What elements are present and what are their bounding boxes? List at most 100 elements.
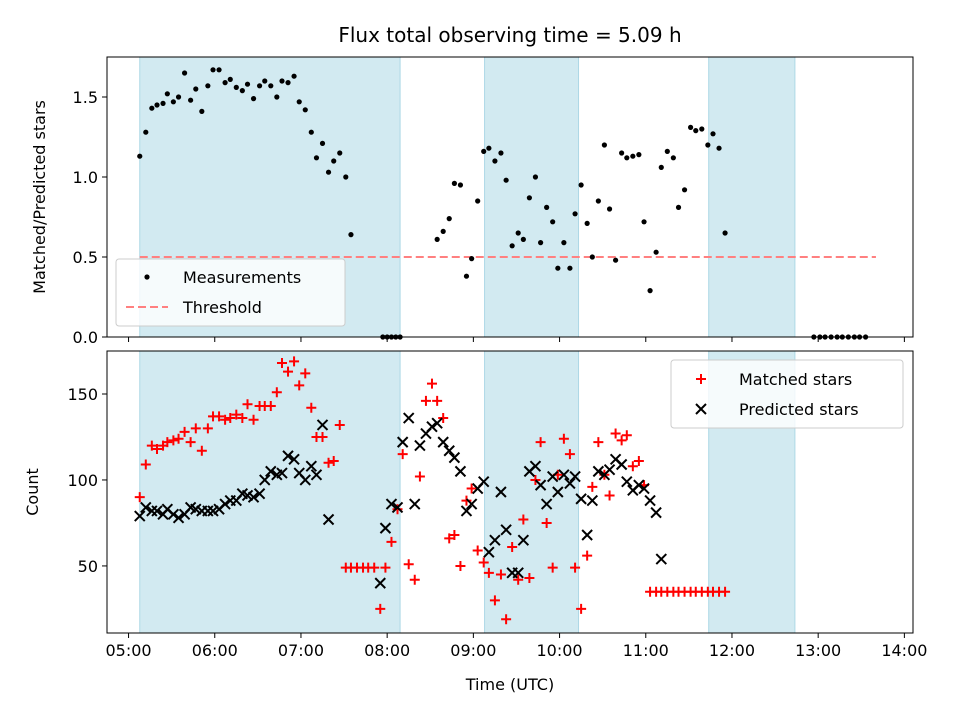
predicted-star-point <box>638 482 650 495</box>
predicted-star-point <box>172 512 185 524</box>
measurement-point <box>544 204 550 210</box>
measurement-point <box>705 142 711 148</box>
measurement-point <box>164 91 170 97</box>
matched-star-point <box>558 433 569 444</box>
predicted-star-point <box>483 546 495 558</box>
matched-star-point <box>466 483 477 494</box>
predicted-star-point <box>409 498 421 510</box>
predicted-star-point <box>247 491 260 503</box>
predicted-star-point <box>146 505 158 517</box>
measurement-point <box>331 158 337 164</box>
predicted-star-point <box>167 508 180 521</box>
bottom-y-axis: 50 100 150 <box>67 385 107 576</box>
predicted-star-point <box>219 498 231 510</box>
predicted-star-point <box>460 505 473 517</box>
predicted-star-point <box>465 498 478 510</box>
matched-star-point <box>173 433 184 444</box>
measurement-point <box>193 86 199 92</box>
x-tick-label: 06:00 <box>192 641 238 660</box>
measurement-point <box>658 164 664 170</box>
observing-interval-shade <box>139 350 401 634</box>
measurement-point <box>440 228 446 234</box>
predicted-star-point <box>633 479 645 491</box>
matched-star-point <box>444 533 455 544</box>
x-tick-label: 13:00 <box>795 641 841 660</box>
matched-star-point <box>616 435 627 446</box>
matched-star-point <box>524 572 535 583</box>
y-tick-label: 0.0 <box>73 328 98 347</box>
bottom-legend: Matched stars Predicted stars <box>670 359 904 429</box>
matched-star-point <box>306 402 317 413</box>
matched-star-point <box>420 395 431 406</box>
measurement-point <box>567 265 573 271</box>
matched-star-point <box>489 595 500 606</box>
matched-star-point <box>225 413 236 424</box>
matched-star-point <box>478 557 489 568</box>
chart-title: Flux total observing time = 5.09 h <box>338 23 681 47</box>
predicted-star-point <box>403 412 415 424</box>
matched-star-point <box>432 395 443 406</box>
measurement-point <box>538 240 544 246</box>
predicted-star-point <box>552 486 564 498</box>
predicted-star-point <box>282 450 294 462</box>
predicted-star-point <box>529 460 542 472</box>
predicted-star-point <box>592 465 605 478</box>
predicted-star-point <box>151 505 163 517</box>
predicted-star-point <box>650 506 662 519</box>
measurement-point <box>503 177 509 183</box>
matched-star-point <box>334 419 345 430</box>
matched-star-point <box>271 387 282 398</box>
matched-star-point <box>294 380 305 391</box>
bottom-y-axis-label: Count <box>23 468 42 516</box>
bottom-points <box>134 356 731 625</box>
matched-star-point <box>518 514 529 525</box>
measurement-point <box>463 273 470 279</box>
matched-star-point <box>323 457 334 468</box>
predicted-star-point <box>310 469 323 481</box>
matched-star-point <box>369 562 380 573</box>
measurement-point <box>319 140 326 146</box>
predicted-star-point <box>414 439 426 452</box>
measurement-point <box>337 150 343 156</box>
matched-star-point <box>438 413 449 424</box>
matched-star-point <box>140 459 151 470</box>
predicted-star-point <box>374 577 386 589</box>
predicted-star-point <box>586 494 599 507</box>
measurement-point <box>601 142 607 148</box>
measurement-point <box>244 81 251 87</box>
measurement-point <box>716 145 722 151</box>
measurement-point <box>274 94 280 100</box>
measurement-point <box>475 198 481 204</box>
measurement-point <box>561 240 567 246</box>
measurement-point <box>285 80 291 86</box>
predicted-star-point <box>305 460 318 472</box>
predicted-star-point <box>426 420 438 433</box>
measurement-point <box>199 108 205 114</box>
measurement-point <box>681 187 688 193</box>
matched-star-point <box>455 560 466 571</box>
measurement-point <box>313 155 320 161</box>
matched-star-point <box>146 440 157 451</box>
measurement-point <box>526 195 532 201</box>
matched-star-point <box>627 461 638 472</box>
predicted-star-point <box>615 458 628 471</box>
matched-star-point <box>168 435 179 446</box>
measurement-point <box>699 126 705 132</box>
legend-box <box>115 258 346 327</box>
measurement-point <box>154 102 160 108</box>
measurement-point <box>498 150 504 156</box>
predicted-star-point <box>379 522 392 534</box>
predicted-star-point <box>512 567 524 579</box>
predicted-star-point <box>655 553 667 565</box>
y-tick-label: 100 <box>67 471 98 490</box>
predicted-star-point <box>259 474 271 486</box>
matched-star-point <box>276 358 287 369</box>
measurement-point <box>515 230 521 236</box>
measurement-point <box>296 99 302 105</box>
y-tick-label: 1.0 <box>73 168 98 187</box>
measurement-point <box>619 150 625 156</box>
y-tick-label: 1.5 <box>73 88 98 107</box>
matched-star-point <box>375 603 386 614</box>
predicted-star-point <box>431 417 443 429</box>
matched-star-point <box>604 490 615 501</box>
